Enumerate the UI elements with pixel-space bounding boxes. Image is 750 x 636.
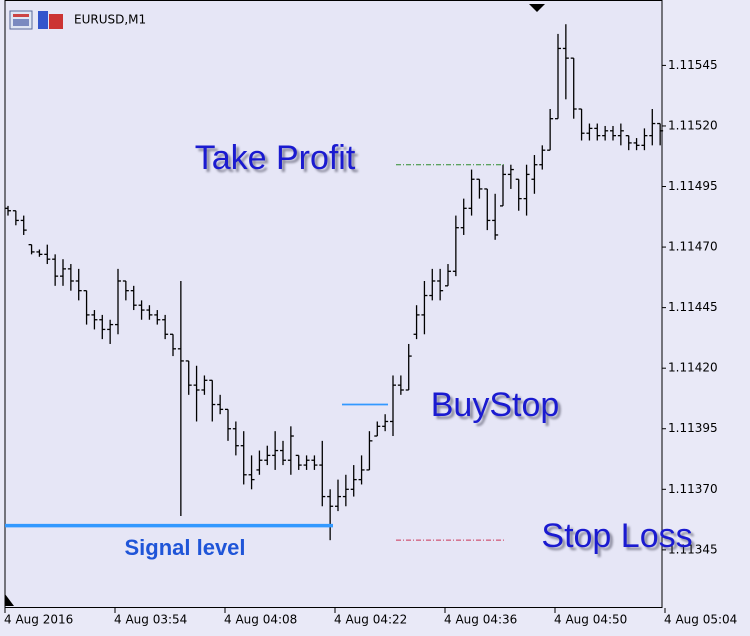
- y-tick-label: 1.11495: [668, 179, 718, 193]
- y-tick-label: 1.11420: [668, 361, 718, 375]
- x-tick-label: 4 Aug 04:08: [224, 613, 297, 627]
- icon: [38, 11, 48, 29]
- x-tick-label: 4 Aug 2016: [4, 613, 73, 627]
- corner-marker: [5, 594, 14, 606]
- y-tick-label: 1.11545: [668, 58, 718, 72]
- icon: [49, 14, 63, 29]
- x-tick-label: 4 Aug 04:36: [444, 613, 517, 627]
- x-tick-label: 4 Aug 03:54: [114, 613, 187, 627]
- level-label: Stop Loss: [541, 517, 692, 555]
- x-tick-label: 4 Aug 05:04: [664, 613, 737, 627]
- icon: [13, 14, 29, 17]
- y-tick-label: 1.11445: [668, 300, 718, 314]
- toolbar-icons: [9, 10, 63, 30]
- y-tick-label: 1.11370: [668, 482, 718, 496]
- level-label: BuyStop: [431, 386, 560, 424]
- y-tick-label: 1.11345: [668, 542, 718, 556]
- plot-area: [4, 0, 663, 608]
- y-tick-label: 1.11395: [668, 421, 718, 435]
- y-tick-label: 1.11470: [668, 240, 718, 254]
- symbol-title: EURUSD,M1: [74, 13, 146, 27]
- scroll-marker: [529, 4, 545, 12]
- level-label: Take Profit: [195, 139, 356, 177]
- y-tick-label: 1.11520: [668, 118, 718, 132]
- icon: [13, 19, 29, 26]
- level-label: Signal level: [124, 535, 245, 560]
- x-tick-label: 4 Aug 04:50: [554, 613, 627, 627]
- x-tick-label: 4 Aug 04:22: [334, 613, 407, 627]
